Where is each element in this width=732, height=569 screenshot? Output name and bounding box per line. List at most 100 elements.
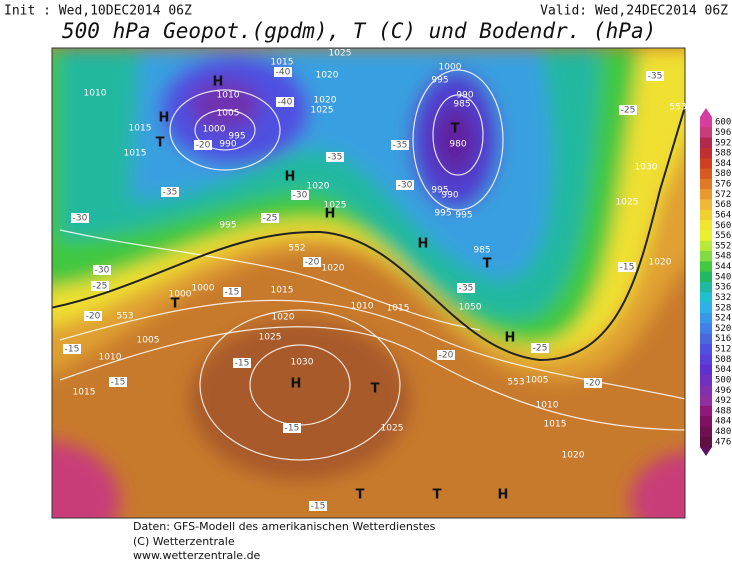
legend-swatch: [700, 137, 712, 149]
label-box: [223, 287, 241, 297]
label-box: [437, 350, 455, 360]
temperature-label: -35: [163, 188, 178, 198]
color-field: [52, 48, 685, 518]
label-box: [291, 190, 309, 200]
isobar: [194, 109, 256, 151]
temperature-label: -30: [398, 181, 413, 191]
valid-time: Valid: Wed,24DEC2014 06Z: [540, 4, 728, 19]
label-box: [261, 213, 279, 223]
pressure-label: 995: [219, 221, 236, 231]
pressure-label: 1015: [387, 304, 410, 314]
legend-swatch: [700, 117, 712, 128]
legend-label: 564: [715, 210, 731, 220]
pressure-label: 1010: [84, 89, 107, 99]
pressure-label: 553: [116, 312, 133, 322]
legend-arrow: [700, 447, 712, 456]
label-box: [309, 501, 327, 511]
pressure-center: H: [505, 331, 516, 346]
temperature-label: -20: [305, 258, 320, 268]
label-box: [396, 180, 414, 190]
legend-swatch: [700, 282, 712, 293]
pressure-center: H: [291, 377, 302, 392]
map-title: 500 hPa Geopot.(gpdm), T (C) und Bodendr…: [62, 19, 656, 43]
pressure-label: 990: [456, 91, 473, 101]
temperature-label: -15: [111, 378, 126, 388]
legend-arrow: [700, 108, 712, 117]
label-box: [276, 97, 294, 107]
legend-label: 568: [715, 200, 731, 210]
legend-swatch: [700, 209, 712, 221]
footer-line: (C) Wetterzentrale: [133, 535, 235, 548]
legend-swatch: [700, 168, 712, 180]
legend-label: 584: [715, 159, 731, 169]
pressure-label: 1010: [351, 302, 374, 312]
legend-label: 556: [715, 231, 731, 241]
pressure-label: 1050: [459, 303, 482, 313]
pressure-label: 1015: [124, 149, 147, 159]
legend-label: 500: [715, 375, 731, 385]
init-time: Init : Wed,10DEC2014 06Z: [4, 4, 192, 19]
pressure-label: 995: [455, 211, 472, 221]
legend-label: 488: [715, 406, 731, 416]
field-patch: [52, 440, 120, 518]
legend-label: 484: [715, 417, 731, 427]
legend-label: 492: [715, 396, 731, 406]
pressure-label: 1010: [217, 91, 240, 101]
legend-swatch: [700, 178, 712, 190]
isobar: [59, 229, 481, 331]
pressure-center: T: [371, 382, 380, 397]
label-box: [194, 140, 212, 150]
pressure-label: 1025: [381, 424, 404, 434]
legend-label: 476: [715, 437, 731, 447]
pressure-label: 1020: [314, 96, 337, 106]
pressure-label: 1025: [616, 198, 639, 208]
temperature-label: -15: [620, 263, 635, 273]
map-labels: 101010151015101010051000995990-201015-40…: [63, 49, 687, 512]
pressure-label: 1020: [649, 258, 672, 268]
pressure-label: 995: [431, 186, 448, 196]
pressure-label: 990: [441, 191, 458, 201]
temperature-label: -20: [586, 379, 601, 389]
label-box: [109, 377, 127, 387]
legend-label: 588: [715, 149, 731, 159]
pressure-center: H: [418, 237, 429, 252]
footer-line: www.wetterzentrale.de: [133, 549, 261, 562]
temperature-label: -30: [95, 266, 110, 276]
label-box: [91, 281, 109, 291]
pressure-label: 1015: [129, 124, 152, 134]
isobar: [199, 309, 401, 461]
temperature-label: -15: [311, 502, 326, 512]
label-box: [646, 71, 664, 81]
legend-label: 504: [715, 365, 731, 375]
temperature-label: -30: [293, 191, 308, 201]
temperature-label: -15: [235, 359, 250, 369]
isobars: [59, 69, 685, 461]
legend-swatch: [700, 147, 712, 159]
temperature-label: -20: [86, 312, 101, 322]
label-box: [457, 283, 475, 293]
legend-label: 596: [715, 128, 731, 138]
pressure-center: T: [156, 136, 165, 151]
temperature-label: -35: [459, 284, 474, 294]
pressure-label: 1010: [536, 401, 559, 411]
pressure-label: 1015: [73, 388, 96, 398]
legend-swatch: [700, 127, 712, 139]
label-box: [274, 67, 292, 77]
label-box: [93, 265, 111, 275]
contour-552: [52, 103, 685, 362]
label-box: [303, 257, 321, 267]
pressure-label: 1020: [307, 182, 330, 192]
legend-label: 560: [715, 221, 731, 231]
temperature-label: -25: [533, 344, 548, 354]
temperature-label: -15: [285, 424, 300, 434]
legend-swatch: [700, 240, 712, 252]
pressure-label: 1000: [203, 125, 226, 135]
field-patch: [190, 80, 260, 130]
pressure-center: T: [356, 488, 365, 503]
legend-swatch: [700, 271, 712, 283]
legend-swatch: [700, 312, 712, 324]
legend-label: 512: [715, 345, 731, 355]
